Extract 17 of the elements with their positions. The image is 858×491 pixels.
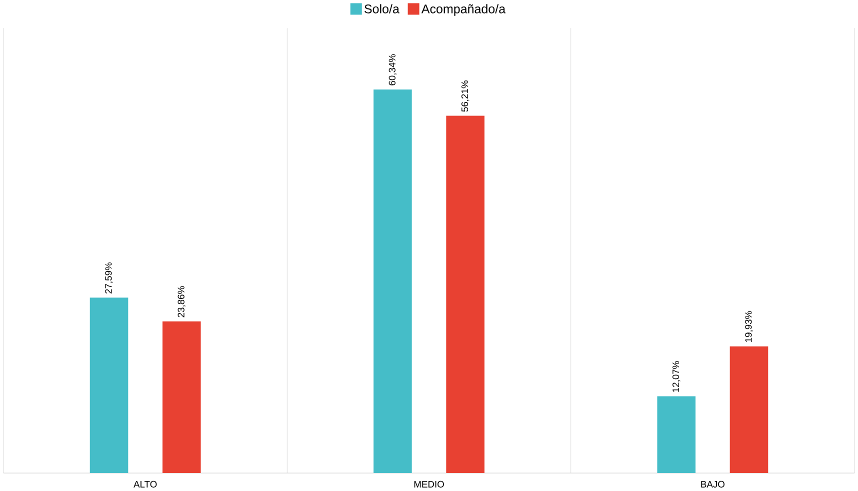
data-label: 12,07% bbox=[672, 361, 680, 392]
x-tick-label: MEDIO bbox=[414, 480, 444, 488]
data-label: 60,34% bbox=[388, 54, 397, 86]
data-label: 19,93% bbox=[745, 311, 753, 342]
data-label: 27,59% bbox=[105, 262, 113, 294]
legend-label: Acompañado/a bbox=[421, 4, 506, 16]
bar bbox=[162, 321, 201, 474]
bar bbox=[730, 346, 768, 474]
data-label: 56,21% bbox=[461, 80, 470, 112]
bar bbox=[374, 89, 412, 474]
bar bbox=[90, 298, 128, 474]
bar bbox=[446, 116, 484, 474]
bar bbox=[657, 396, 696, 474]
x-tick-label: ALTO bbox=[134, 480, 157, 488]
x-tick-label: BAJO bbox=[701, 480, 724, 488]
data-label: 23,86% bbox=[178, 286, 186, 318]
legend-label: Solo/a bbox=[364, 4, 400, 14]
